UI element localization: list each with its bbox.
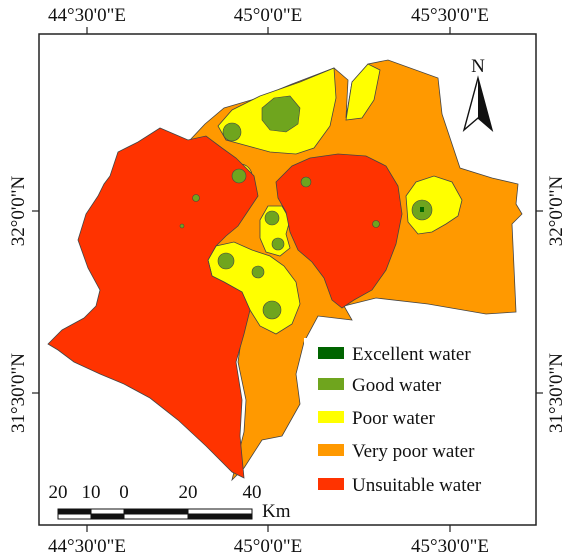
- excellent-water-spot: [420, 207, 424, 212]
- legend-item: Poor water: [318, 408, 436, 429]
- zones-good-water: [179, 95, 433, 320]
- scale-tick-label: 0: [119, 482, 129, 503]
- good-water-blob-c7: [192, 194, 200, 202]
- north-arrow: N: [462, 56, 494, 133]
- left-lat-label: 31°30'0"N: [8, 353, 29, 433]
- good-water-blob-c6: [300, 176, 312, 188]
- bottom-lon-label: 45°30'0"E: [411, 536, 489, 557]
- top-lon-label: 44°30'0"E: [48, 5, 126, 26]
- legend-item: Good water: [318, 375, 442, 396]
- legend-label: Poor water: [352, 408, 436, 429]
- left-lat-label: 32°0'0"N: [8, 175, 29, 246]
- legend-swatch-excellent: [318, 347, 344, 359]
- frame-ticks: [32, 27, 543, 532]
- legend-label: Good water: [352, 375, 442, 396]
- good-water-blob-c5: [262, 300, 282, 320]
- legend-item: Excellent water: [318, 344, 471, 365]
- legend-item: Unsuitable water: [318, 475, 482, 496]
- legend-label: Excellent water: [352, 344, 471, 365]
- scale-tick-label: 20: [179, 482, 198, 503]
- legend-item: Very poor water: [318, 441, 475, 462]
- north-arrow-label: N: [471, 56, 485, 77]
- good-water-blob-c3: [217, 252, 235, 270]
- scale-bar: 20 10 0 20 40 Km: [49, 482, 291, 522]
- good-water-blob-c9: [179, 223, 185, 229]
- good-water-blob-nw: [222, 122, 242, 142]
- legend-swatch-good: [318, 378, 344, 390]
- good-water-blob-center-north: [231, 168, 247, 184]
- legend-label: Very poor water: [352, 441, 475, 462]
- right-lat-label: 31°30'0"N: [546, 353, 567, 433]
- scale-tick-label: 10: [82, 482, 101, 503]
- unsuitable-water-zone-west: [47, 127, 259, 479]
- good-water-blob-c1: [264, 210, 280, 226]
- legend-swatch-unsuitable: [318, 478, 344, 490]
- right-lat-label: 32°0'0"N: [546, 175, 567, 246]
- bottom-lon-label: 45°0'0"E: [234, 536, 302, 557]
- good-water-blob-c4: [251, 265, 265, 279]
- legend-swatch-poor: [318, 411, 344, 423]
- legend-label: Unsuitable water: [352, 475, 482, 496]
- unsuitable-water-zone-center: [275, 153, 403, 309]
- top-lon-label: 45°0'0"E: [234, 5, 302, 26]
- top-lon-label: 45°30'0"E: [411, 5, 489, 26]
- scale-tick-label: 40: [243, 482, 262, 503]
- poor-water-zone-northeast: [345, 63, 381, 121]
- scale-unit-label: Km: [262, 501, 291, 522]
- good-water-blob-north: [261, 95, 301, 133]
- scale-tick-label: 20: [49, 482, 68, 503]
- zones-unsuitable-water: [47, 127, 403, 479]
- legend-swatch-very-poor: [318, 444, 344, 456]
- legend: Excellent water Good water Poor water Ve…: [304, 338, 524, 504]
- good-water-blob-c8: [372, 220, 380, 228]
- good-water-blob-c2: [271, 237, 285, 251]
- scale-bar-segments: [57, 508, 253, 520]
- north-arrow-half: [478, 78, 492, 130]
- bottom-lon-label: 44°30'0"E: [48, 536, 126, 557]
